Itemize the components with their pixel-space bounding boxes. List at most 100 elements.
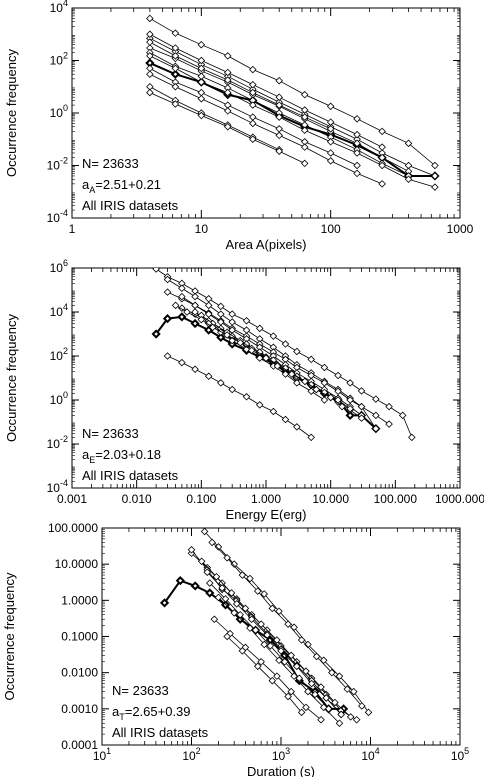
data-point [385, 402, 393, 411]
data-point [249, 113, 257, 121]
data-point [163, 275, 172, 284]
tick-base: 10 [272, 749, 286, 763]
x-tick-label: 102 [182, 746, 200, 763]
data-point [204, 372, 213, 381]
data-point [217, 302, 225, 311]
data-point [269, 332, 278, 340]
data-point [372, 395, 380, 403]
data-point [273, 362, 282, 370]
data-point [290, 623, 298, 632]
x-tick-label: 1000.000 [435, 492, 484, 506]
tick-base: 10 [50, 393, 64, 407]
data-point [216, 332, 226, 343]
series-line [208, 538, 366, 710]
tick-base: 10 [182, 749, 196, 763]
data-point [205, 588, 215, 598]
data-point [275, 131, 283, 140]
series-line [171, 301, 335, 402]
data-point [197, 64, 206, 73]
data-point [349, 687, 358, 696]
data-point [320, 388, 329, 397]
data-point [352, 715, 361, 724]
data-point [178, 358, 186, 367]
y-tick-label: 0.1000 [61, 630, 98, 644]
data-point [249, 119, 257, 128]
data-point [372, 424, 380, 433]
data-point [335, 719, 344, 727]
data-point [187, 546, 196, 554]
data-point [346, 713, 355, 721]
tick-exponent: 6 [63, 258, 68, 268]
tick-base: 10 [47, 211, 61, 225]
data-point [197, 88, 206, 97]
data-point [378, 161, 386, 170]
data-point [223, 88, 232, 97]
y-tick-label: 102 [50, 51, 68, 68]
data-point [357, 414, 366, 422]
data-point [238, 571, 247, 579]
y-tick-label: 10-4 [47, 208, 68, 225]
data-point [326, 157, 335, 165]
data-point [223, 122, 232, 131]
data-point [345, 410, 355, 420]
dataset-label: All IRIS datasets [82, 468, 179, 483]
data-point [255, 324, 264, 333]
data-point [227, 589, 236, 597]
data-point [255, 354, 264, 362]
slope-value: =2.65+0.39 [125, 704, 191, 719]
data-point [210, 615, 219, 624]
data-point [326, 118, 335, 126]
series-line [146, 64, 361, 170]
data-point [228, 318, 236, 326]
data-point [163, 352, 172, 360]
y-tick-label: 0.0010 [61, 702, 98, 716]
data-point [178, 292, 186, 301]
data-point [300, 113, 309, 121]
data-point [431, 183, 439, 191]
data-point [304, 640, 312, 649]
slope-subscript: E [89, 455, 95, 465]
data-point [364, 708, 373, 717]
data-point [151, 329, 161, 339]
data-point [204, 294, 213, 303]
data-point [287, 687, 295, 696]
data-point [431, 172, 439, 180]
data-point [190, 581, 200, 591]
data-point [260, 640, 269, 649]
data-point [217, 379, 225, 387]
series-path [214, 618, 322, 721]
tick-base: 10 [47, 159, 61, 173]
data-point [346, 404, 354, 413]
data-point [171, 100, 180, 108]
data-point [242, 393, 251, 401]
tick-base: 10 [47, 481, 61, 495]
data-point [262, 354, 270, 362]
y-axis-title: Occurrence frequency [4, 49, 19, 177]
data-point [297, 636, 306, 644]
series-bold [151, 312, 381, 434]
series-line [146, 30, 386, 151]
data-point [197, 557, 206, 566]
data-point [171, 52, 180, 60]
x-axis-title: Area A(pixels) [226, 237, 307, 252]
y-tick-label: 106 [50, 258, 68, 275]
data-point [146, 52, 154, 60]
data-point [253, 662, 262, 671]
data-point [300, 90, 309, 99]
data-point [208, 323, 217, 332]
tick-base: 10 [50, 106, 64, 120]
data-point [334, 371, 342, 380]
data-point [223, 632, 231, 641]
x-tick-label: 100 [321, 222, 341, 236]
series-path [149, 33, 383, 148]
data-point [281, 415, 290, 424]
data-point [146, 88, 154, 97]
data-point [242, 316, 251, 325]
y-axis-title: Occurrence frequency [2, 572, 17, 700]
data-point [275, 607, 283, 615]
y-axis-title: Occurrence frequency [4, 314, 19, 442]
tick-base: 10 [361, 749, 375, 763]
data-point [221, 595, 230, 603]
